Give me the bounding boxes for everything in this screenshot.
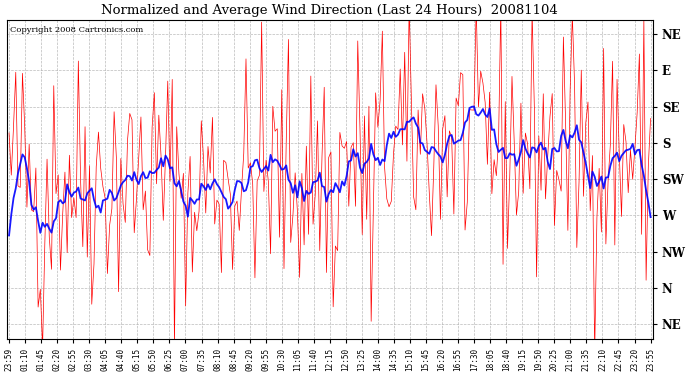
Title: Normalized and Average Wind Direction (Last 24 Hours)  20081104: Normalized and Average Wind Direction (L… (101, 4, 558, 17)
Text: Copyright 2008 Cartronics.com: Copyright 2008 Cartronics.com (10, 26, 144, 34)
